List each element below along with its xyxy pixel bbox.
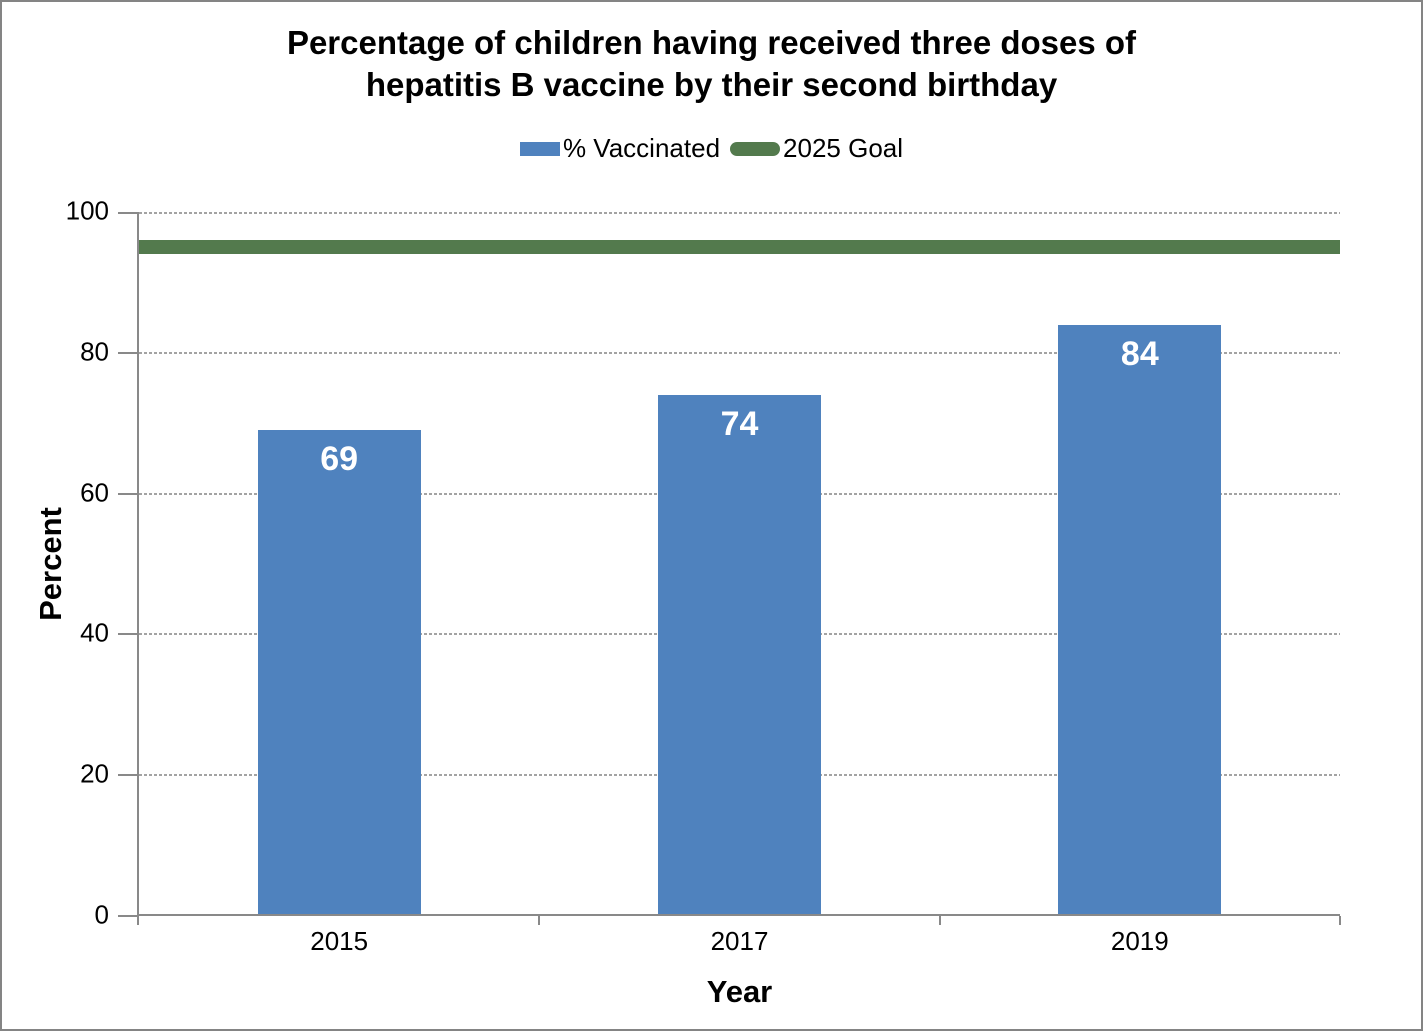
- x-tick-mark-3: [1339, 916, 1341, 925]
- legend-item-goal[interactable]: 2025 Goal: [730, 133, 903, 164]
- y-axis-line: [137, 212, 139, 925]
- y-tick-mark-40: [118, 633, 137, 636]
- y-tick-label-40: 40: [80, 617, 109, 648]
- bar-value-label-2019: 84: [1120, 334, 1159, 373]
- legend-label: 2025 Goal: [783, 133, 904, 163]
- goal-line-swatch-icon: [730, 141, 781, 156]
- y-tick-mark-80: [118, 351, 137, 354]
- x-tick-label-2019: 2019: [1110, 926, 1169, 956]
- y-tick-mark-0: [118, 915, 137, 917]
- y-tick-label-20: 20: [80, 758, 109, 789]
- chart-title: Percentage of children having received t…: [286, 24, 1137, 104]
- bar-value-label-2017: 74: [720, 405, 759, 444]
- bar-2017[interactable]: 74: [658, 395, 821, 914]
- bar-2015[interactable]: 69: [257, 430, 421, 914]
- bar-value-label-2015: 69: [320, 440, 359, 479]
- x-axis-title: Year: [706, 974, 773, 1009]
- legend-label: % Vaccinated: [562, 133, 721, 163]
- bar-2019[interactable]: 84: [1058, 324, 1222, 914]
- gridline-80: [139, 351, 1340, 354]
- legend-item-vaccinated[interactable]: % Vaccinated: [519, 133, 721, 164]
- y-tick-mark-100: [118, 212, 137, 214]
- x-tick-label-2015: 2015: [310, 926, 369, 956]
- legend: % Vaccinated 2025 Goal: [2, 133, 1421, 164]
- y-tick-mark-60: [118, 492, 137, 495]
- goal-line[interactable]: [139, 240, 1340, 255]
- y-tick-label-60: 60: [80, 476, 109, 507]
- x-tick-mark-1: [538, 916, 541, 925]
- y-tick-mark-20: [118, 774, 137, 777]
- bar-swatch-icon: [519, 141, 560, 156]
- gridline-100: [139, 212, 1340, 214]
- x-axis-line: [137, 914, 1340, 916]
- y-tick-label-100: 100: [65, 195, 109, 226]
- plot-area: Percent Year 0 20 40 60 80 100 69 2015 74 2017 84 2…: [33, 195, 1341, 1009]
- y-tick-label-80: 80: [80, 336, 109, 367]
- y-tick-label-0: 0: [94, 899, 109, 930]
- x-tick-mark-2: [938, 916, 941, 925]
- y-axis-title: Percent: [33, 507, 68, 621]
- x-tick-label-2017: 2017: [710, 926, 769, 956]
